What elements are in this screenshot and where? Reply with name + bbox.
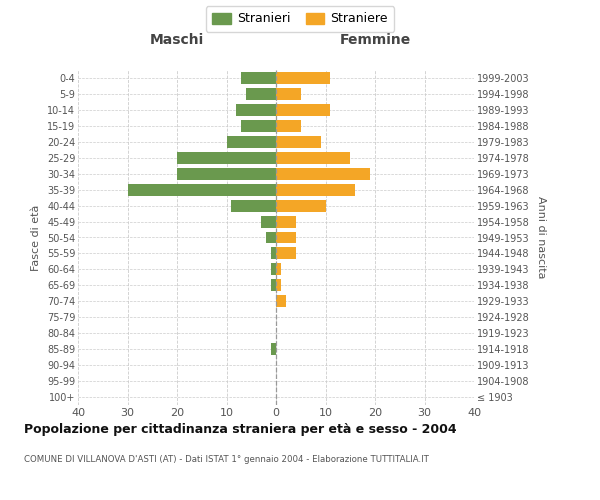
- Bar: [276, 136, 320, 148]
- Bar: [276, 296, 286, 308]
- Y-axis label: Anni di nascita: Anni di nascita: [536, 196, 546, 279]
- Bar: [276, 184, 355, 196]
- Text: COMUNE DI VILLANOVA D'ASTI (AT) - Dati ISTAT 1° gennaio 2004 - Elaborazione TUTT: COMUNE DI VILLANOVA D'ASTI (AT) - Dati I…: [24, 455, 429, 464]
- Bar: [276, 264, 281, 276]
- Bar: [276, 104, 331, 116]
- Bar: [241, 120, 276, 132]
- Bar: [271, 343, 276, 355]
- Bar: [177, 168, 276, 179]
- Bar: [241, 72, 276, 84]
- Legend: Stranieri, Straniere: Stranieri, Straniere: [206, 6, 394, 32]
- Bar: [236, 104, 276, 116]
- Bar: [227, 136, 276, 148]
- Bar: [266, 232, 276, 243]
- Bar: [271, 280, 276, 291]
- Bar: [271, 264, 276, 276]
- Bar: [261, 216, 276, 228]
- Bar: [128, 184, 276, 196]
- Bar: [276, 88, 301, 100]
- Bar: [276, 120, 301, 132]
- Bar: [276, 200, 325, 211]
- Bar: [276, 232, 296, 243]
- Bar: [276, 248, 296, 260]
- Bar: [177, 152, 276, 164]
- Text: Femmine: Femmine: [340, 34, 410, 48]
- Bar: [276, 72, 331, 84]
- Bar: [276, 152, 350, 164]
- Bar: [276, 168, 370, 179]
- Y-axis label: Fasce di età: Fasce di età: [31, 204, 41, 270]
- Text: Maschi: Maschi: [150, 34, 204, 48]
- Bar: [271, 248, 276, 260]
- Text: Popolazione per cittadinanza straniera per età e sesso - 2004: Popolazione per cittadinanza straniera p…: [24, 422, 457, 436]
- Bar: [276, 280, 281, 291]
- Bar: [247, 88, 276, 100]
- Bar: [232, 200, 276, 211]
- Bar: [276, 216, 296, 228]
